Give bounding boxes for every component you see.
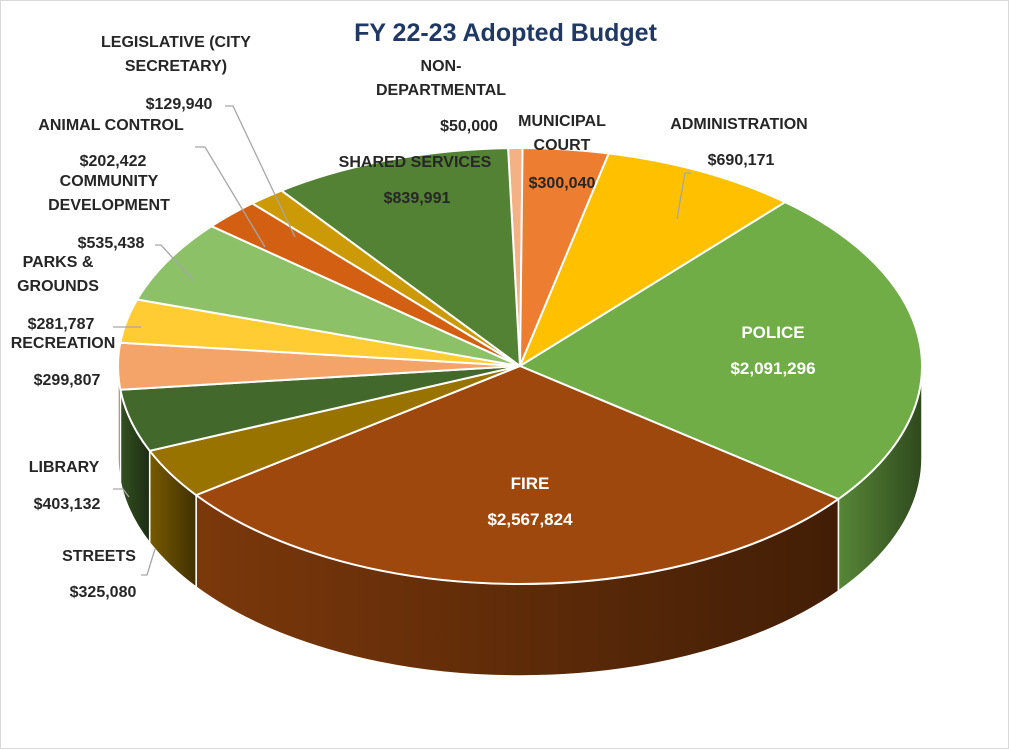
data-label-name: COURT [533, 137, 591, 154]
leader-line-administration [676, 172, 691, 220]
pie-slice-fire [195, 365, 840, 585]
data-label-non-departmental: NON- DEPARTMENTAL [291, 55, 591, 103]
data-label-name: POLICE [741, 323, 805, 342]
data-label-name: DEPARTMENTAL [375, 82, 507, 99]
data-label-name: ANIMAL CONTROL [38, 117, 184, 134]
data-label-name: SECRETARY) [124, 58, 228, 75]
data-label-fire: FIRE [380, 472, 680, 496]
data-label-municipal-court: MUNICIPAL COURT [412, 110, 712, 158]
pie-side-walls [117, 365, 923, 677]
data-label-police: POLICE [623, 321, 923, 345]
data-label-shared-services: SHARED SERVICES [265, 151, 565, 175]
data-label-value-recreation: $299,807 [33, 372, 101, 389]
data-label-name: MUNICIPAL [518, 113, 606, 130]
data-label-parks-grounds: PARKS & GROUNDS [0, 251, 208, 299]
pie-slice-shared-services [280, 147, 521, 367]
data-label-streets: STREETS [0, 545, 249, 569]
leader-lines [113, 105, 691, 576]
data-label-recreation: RECREATION [0, 332, 213, 356]
data-label-name: DEVELOPMENT [48, 197, 170, 214]
data-label-name: PARKS & [22, 254, 94, 271]
data-label-name: FIRE [510, 474, 550, 493]
data-label-value-municipal-court: $300,040 [528, 175, 596, 192]
data-label-library: LIBRARY [0, 456, 214, 480]
pie-slice-police [519, 201, 923, 501]
leader-line-community-development [155, 244, 194, 281]
data-label-animal-control: ANIMAL CONTROL [0, 114, 261, 138]
pie-slice-administration [519, 152, 787, 367]
data-label-value-fire: $2,567,824 [487, 510, 573, 529]
data-label-name: SHARED SERVICES [338, 154, 492, 171]
data-label-value-administration: $690,171 [707, 152, 775, 169]
pie-slices [117, 147, 923, 585]
data-label-value-non-departmental: $50,000 [440, 118, 498, 135]
data-label-value-parks-grounds: $281,787 [27, 316, 95, 333]
data-label-name: COMMUNITY [59, 173, 159, 190]
data-label-value-legislative-city-secretary-: $129,940 [145, 96, 213, 113]
leader-line-animal-control [195, 146, 266, 248]
data-label-name: RECREATION [10, 335, 116, 352]
leader-line-legislative-city-secretary- [225, 105, 296, 238]
data-label-name: LIBRARY [28, 459, 100, 476]
leader-line-library [113, 488, 130, 498]
data-label-legislative-city-secretary-: LEGISLATIVE (CITY SECRETARY) [26, 31, 326, 79]
data-label-name: ADMINISTRATION [670, 116, 808, 133]
data-label-value-streets: $325,080 [69, 584, 137, 601]
data-label-community-development: COMMUNITY DEVELOPMENT [0, 170, 259, 218]
chart-title: FY 22-23 Adopted Budget [354, 19, 657, 47]
data-label-value-shared-services: $839,991 [383, 190, 451, 207]
data-label-value-library: $403,132 [33, 496, 101, 513]
data-label-value-police: $2,091,296 [730, 359, 816, 378]
data-label-administration: ADMINISTRATION [589, 113, 889, 137]
leader-line-streets [141, 548, 156, 576]
data-label-value-animal-control: $202,422 [79, 153, 147, 170]
data-label-name: LEGISLATIVE (CITY [101, 34, 251, 51]
data-label-name: STREETS [62, 548, 136, 565]
data-label-name: NON- [420, 58, 462, 75]
pie-slice-community-development [136, 225, 521, 367]
data-label-name: GROUNDS [17, 278, 99, 295]
data-label-value-community-development: $535,438 [77, 235, 145, 252]
